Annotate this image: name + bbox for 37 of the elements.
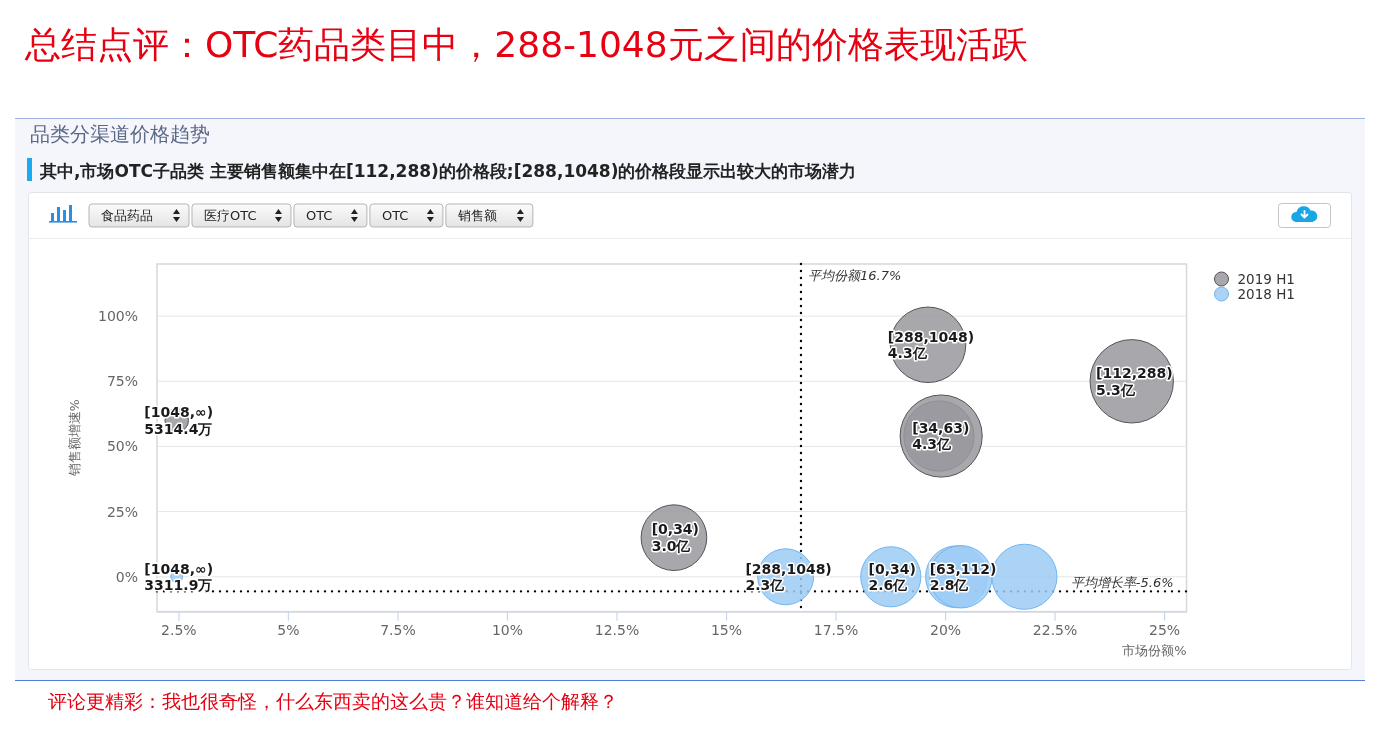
data-label: [63,112) 2.8亿	[929, 560, 997, 594]
legend-label: 2018 H1	[1237, 286, 1295, 302]
data-label: [1048,∞) 3311.9万	[144, 560, 214, 594]
x-tick-label: 15%	[710, 621, 743, 638]
legend-label: 2019 H1	[1237, 271, 1295, 287]
data-label: [0,34) 3.0亿	[651, 521, 700, 554]
y-axis-title: 销售额增速%	[67, 399, 82, 478]
y-tick-label: 75%	[106, 373, 138, 390]
text: 食品药品	[101, 208, 153, 223]
y-tick-label: 0%	[115, 568, 138, 585]
x-tick-label: 5%	[277, 621, 300, 638]
y-tick-label: 50%	[106, 438, 138, 455]
text: 销售额	[456, 208, 497, 223]
x-tick-label: 2.5%	[161, 621, 197, 638]
chart-subtitle: 其中,市场OTC子品类 主要销售额集中在[112,288)的价格段;[288,1048)的价格段显示出较大的市场潜力	[39, 161, 857, 181]
x-tick-label: 10%	[491, 621, 524, 638]
y-tick-label: 25%	[106, 503, 138, 520]
text: 评论更精彩：我也很奇怪，什么东西卖的这么贵？谁知道给个解释？	[48, 690, 618, 712]
text: 医疗OTC	[204, 208, 257, 223]
data-label: [34,63) 4.3亿	[912, 419, 970, 453]
text: OTC	[305, 208, 333, 223]
x-axis-title: 市场份额%	[1122, 642, 1187, 658]
chart-title: 总结点评：OTC药品类目中，288-1048元之间的价格表现活跃	[24, 24, 1028, 65]
x-tick-label: 7.5%	[380, 621, 416, 638]
x-tick-label: 20%	[929, 621, 962, 638]
data-label: [0,34) 2.6亿	[868, 560, 916, 594]
text: OTC	[381, 208, 409, 223]
data-label: [288,1048) 2.3亿	[745, 560, 832, 594]
y-tick-label: 100%	[97, 308, 138, 325]
x-tick-label: 12.5%	[594, 621, 640, 638]
x-tick-label: 17.5%	[813, 621, 859, 638]
data-label: [112,288) 5.3亿	[1096, 365, 1173, 398]
ref-line-label: 平均份额16.7%	[807, 268, 902, 283]
text: 品类分渠道价格趋势	[30, 122, 210, 146]
x-tick-label: 22.5%	[1032, 621, 1078, 638]
ref-line-label: 平均增长率-5.6%	[1070, 575, 1174, 591]
x-tick-label: 25%	[1149, 621, 1181, 638]
